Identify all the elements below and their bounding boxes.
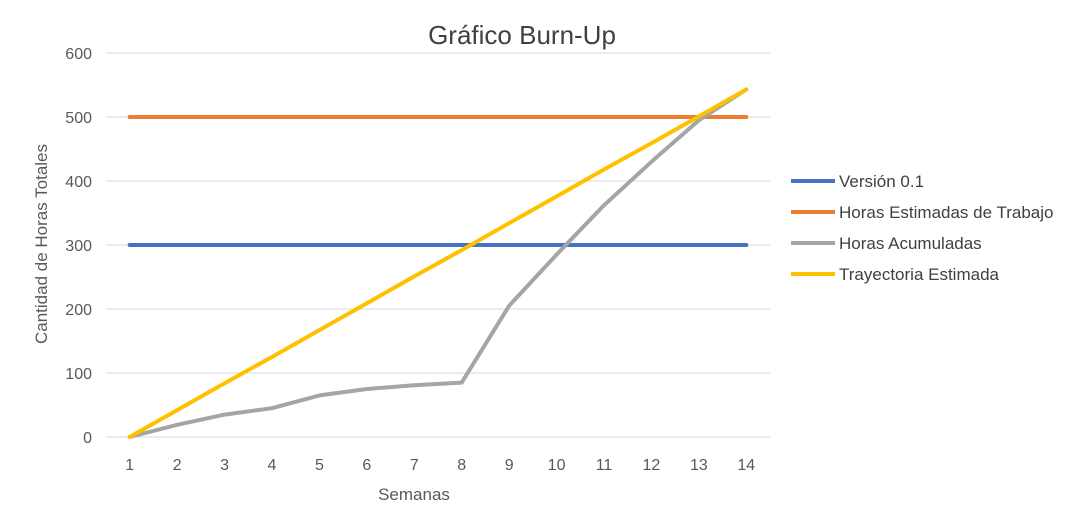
y-tick-label: 400 xyxy=(65,174,92,191)
x-tick-label: 8 xyxy=(457,457,466,474)
x-tick-label: 12 xyxy=(643,457,661,474)
series-line-4 xyxy=(127,87,749,439)
series-lines xyxy=(127,87,749,439)
y-tick-label: 600 xyxy=(65,46,92,63)
x-tick-label: 14 xyxy=(737,457,755,474)
x-tick-label: 1 xyxy=(125,457,134,474)
x-tick-label: 2 xyxy=(173,457,182,474)
y-tick-label: 500 xyxy=(65,110,92,127)
y-axis-title: Cantidad de Horas Totales xyxy=(32,144,51,344)
x-tick-label: 4 xyxy=(268,457,277,474)
legend: Versión 0.1 Horas Estimadas de Trabajo Hor… xyxy=(791,172,1054,284)
legend-label: Versión 0.1 xyxy=(839,172,924,191)
y-tick-labels: 0 100 200 300 400 500 600 xyxy=(65,46,92,447)
legend-label: Trayectoria Estimada xyxy=(839,265,1000,284)
y-tick-label: 0 xyxy=(83,430,92,447)
x-tick-label: 11 xyxy=(596,457,613,474)
x-axis-title: Semanas xyxy=(378,485,450,504)
series-line-3 xyxy=(127,87,749,439)
x-tick-label: 7 xyxy=(410,457,419,474)
x-tick-labels: 1 2 3 4 5 6 7 8 9 10 11 12 13 14 xyxy=(125,457,755,474)
y-tick-label: 300 xyxy=(65,238,92,255)
x-tick-label: 13 xyxy=(690,457,708,474)
y-tick-label: 200 xyxy=(65,302,92,319)
x-tick-label: 5 xyxy=(315,457,324,474)
legend-label: Horas Acumuladas xyxy=(839,234,982,253)
x-tick-label: 3 xyxy=(220,457,229,474)
legend-label: Horas Estimadas de Trabajo xyxy=(839,203,1054,222)
chart-title: Gráfico Burn-Up xyxy=(428,20,616,50)
x-tick-label: 10 xyxy=(548,457,566,474)
x-tick-label: 6 xyxy=(362,457,371,474)
y-tick-label: 100 xyxy=(65,366,92,383)
x-tick-label: 9 xyxy=(505,457,514,474)
